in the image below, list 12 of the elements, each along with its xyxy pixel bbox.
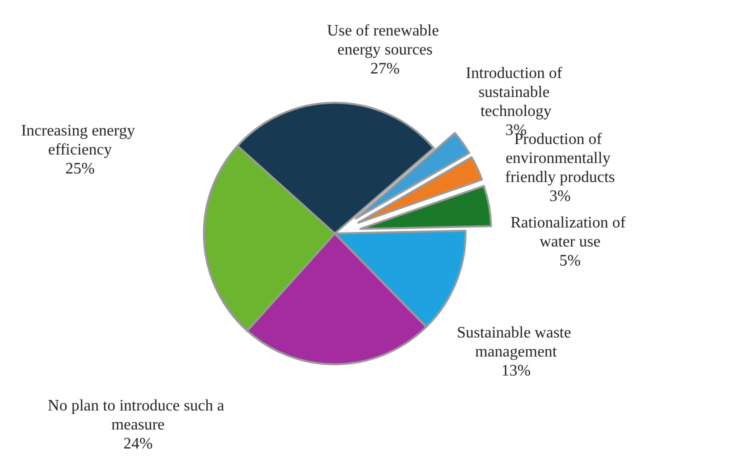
data-label: 5% [559, 252, 581, 270]
slice-label: Rationalization of water use [510, 214, 630, 250]
slice-label: Introduction of sustainable technology [466, 65, 566, 120]
slice-label: Increasing energy efficiency [21, 122, 139, 158]
data-label: 3% [549, 188, 571, 205]
slice-label: Use of renewable energy sources [327, 22, 443, 58]
slice-label: Sustainable waste management [456, 324, 576, 360]
data-label: 24% [123, 436, 153, 452]
data-label: 13% [501, 362, 531, 380]
slice-label: No plan to introduce such a measure [48, 398, 228, 434]
data-label: 25% [65, 160, 95, 178]
data-label: 27% [370, 60, 400, 78]
